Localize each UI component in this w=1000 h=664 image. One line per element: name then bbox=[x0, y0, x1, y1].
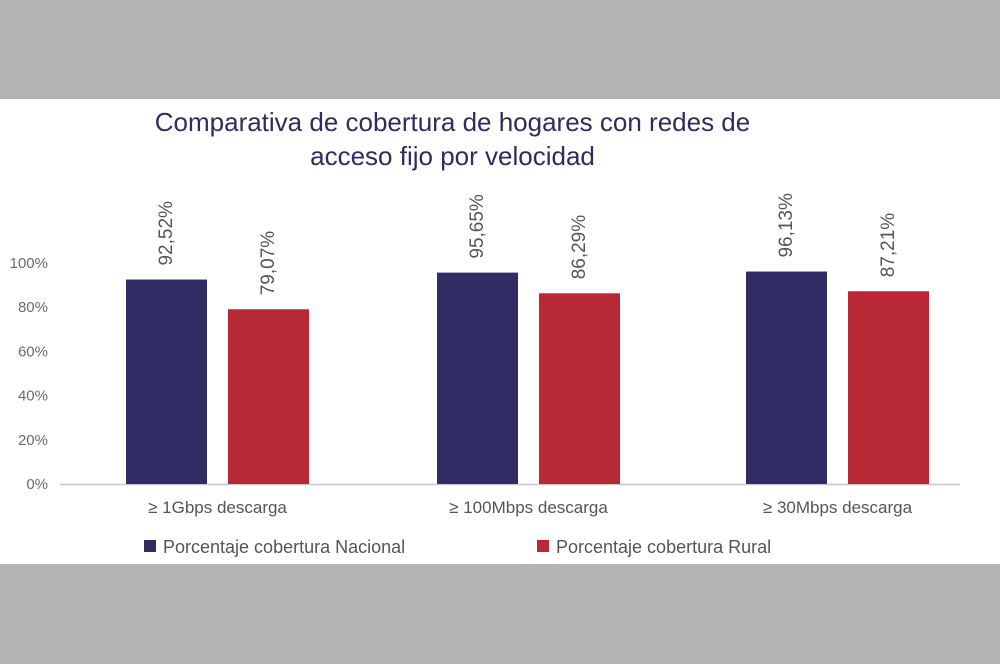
y-tick-label: 60% bbox=[18, 343, 48, 360]
bottom-frame bbox=[0, 564, 1000, 664]
data-label: 79,07% bbox=[258, 231, 279, 296]
chart-title-line-2: acceso fijo por velocidad bbox=[310, 141, 595, 171]
legend-swatch bbox=[537, 540, 549, 552]
chart-title: Comparativa de cobertura de hogares con … bbox=[0, 105, 905, 173]
bar-nacional bbox=[746, 271, 827, 484]
x-category-label: ≥ 30Mbps descarga bbox=[763, 498, 913, 517]
y-tick-label: 80% bbox=[18, 299, 48, 316]
y-tick-label: 40% bbox=[18, 388, 48, 405]
legend-label: Porcentaje cobertura Rural bbox=[556, 537, 771, 557]
chart-title-line-1: Comparativa de cobertura de hogares con … bbox=[154, 107, 751, 137]
legend-label: Porcentaje cobertura Nacional bbox=[163, 537, 405, 557]
bar-nacional bbox=[437, 272, 518, 484]
bar-rural bbox=[848, 291, 929, 484]
bar-rural bbox=[228, 309, 309, 484]
x-category-label: ≥ 1Gbps descarga bbox=[148, 498, 287, 517]
top-frame bbox=[0, 0, 1000, 99]
bar-nacional bbox=[126, 279, 207, 484]
bar-rural bbox=[539, 293, 620, 484]
data-label: 95,65% bbox=[467, 194, 488, 259]
data-label: 96,13% bbox=[776, 193, 797, 258]
data-label: 87,21% bbox=[878, 213, 899, 278]
x-category-label: ≥ 100Mbps descarga bbox=[449, 498, 608, 517]
y-tick-label: 20% bbox=[18, 432, 48, 449]
y-tick-label: 0% bbox=[26, 476, 48, 493]
legend-swatch bbox=[144, 540, 156, 552]
data-label: 86,29% bbox=[569, 215, 590, 280]
y-tick-label: 100% bbox=[10, 255, 48, 272]
data-label: 92,52% bbox=[156, 201, 177, 266]
